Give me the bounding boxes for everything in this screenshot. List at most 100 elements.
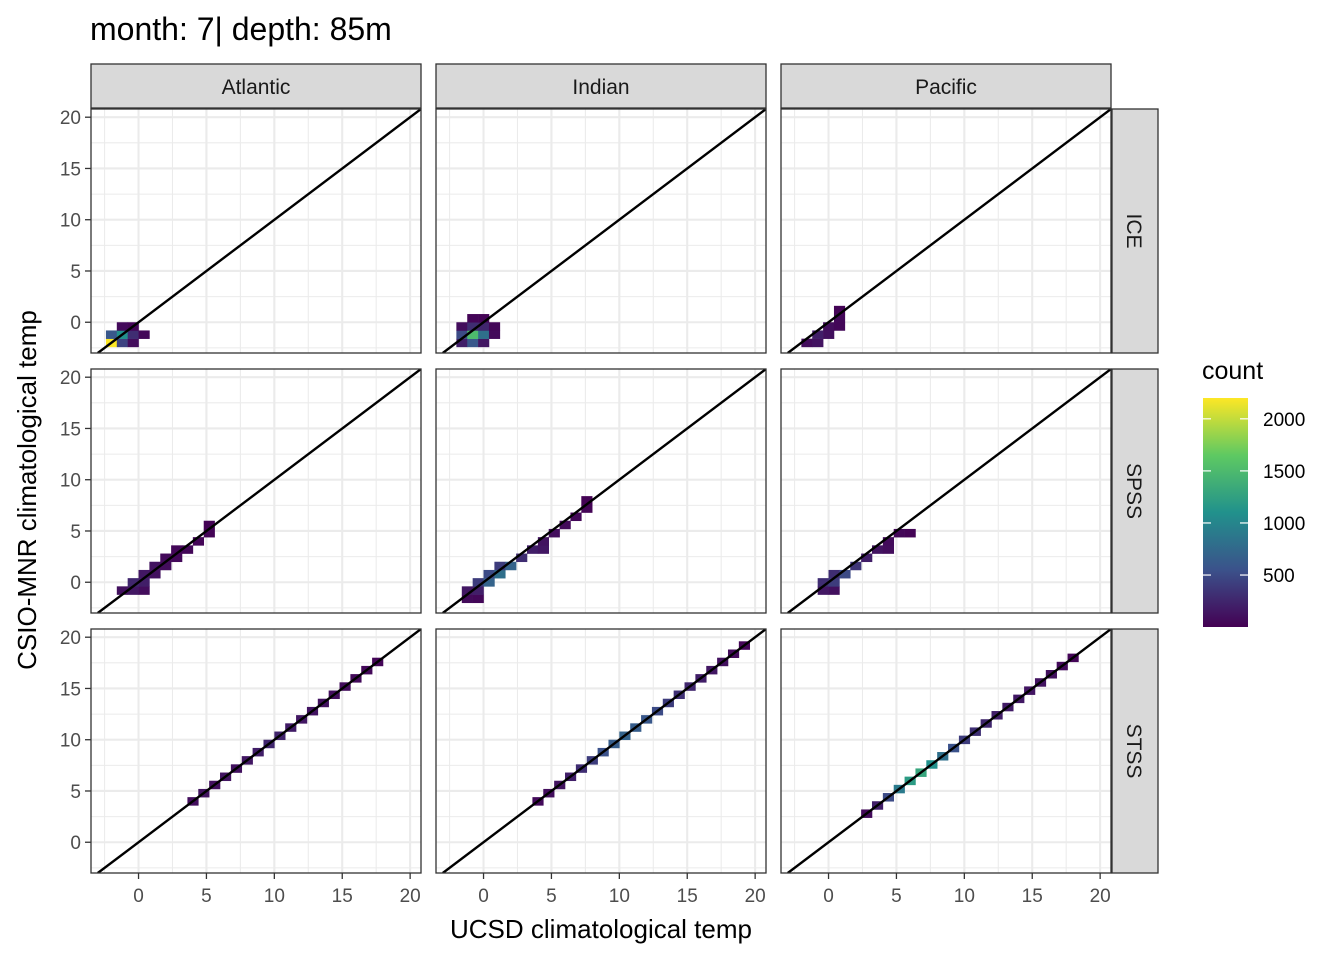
heatmap-bin [494,569,506,579]
strip-background [1111,368,1159,614]
y-tick-label: 20 [60,108,81,129]
y-tick-label: 5 [70,262,81,283]
heatmap-bin [467,314,479,323]
y-tick-label: 0 [70,313,81,334]
heatmap-bin [138,586,150,595]
heatmap-bin [467,338,479,348]
panel-pacific-ice [780,108,1112,354]
x-tick-label: 10 [954,886,975,907]
x-tick-label: 0 [133,886,144,907]
y-tick-label: 0 [70,573,81,594]
strip-ice: ICE [1111,108,1159,354]
heatmap-bin [893,528,905,538]
heatmap-bin [116,338,128,348]
heatmap-bin [149,561,161,571]
strip-label: ICE [1122,213,1145,248]
legend-ticks: 500 1000 1500 2000 [1203,410,1305,587]
heatmap-bin [812,338,824,348]
strip-background [435,63,767,109]
heatmap-bin [833,322,846,331]
heatmap-bin [526,545,539,554]
panel-indian-spss [435,368,767,614]
heatmap-bin [828,578,840,587]
heatmap-bin [861,553,873,563]
panel-border [435,368,767,614]
x-axis-title: UCSD climatological temp [450,914,752,944]
panel-atlantic-spss: 0 5 10 15 20 [60,368,422,614]
heatmap-bin [192,537,205,546]
identity-line [787,629,1111,873]
heatmap-bin [516,553,528,563]
heatmap-bin [472,586,484,595]
strip-label: Indian [572,76,629,99]
heatmap-bin [488,330,501,339]
heatmap-bin [478,338,490,348]
identity-line [787,369,1111,613]
heatmap-bin [505,561,517,571]
y-tick-label: 10 [60,731,81,752]
strip-label: Pacific [915,76,977,99]
heatmap-bins [456,314,501,348]
heatmap-bin [461,586,473,595]
strip-background [90,63,422,109]
x-tick-label: 5 [546,886,557,907]
heatmap-bin [171,545,183,554]
heatmap-bin [839,569,851,579]
y-tick-label: 5 [70,782,81,803]
heatmap-bin [472,594,484,604]
x-tick-label: 0 [823,886,834,907]
heatmap-bin [812,330,824,339]
heatmap-bin [850,561,862,571]
panel-indian-ice [435,108,767,354]
heatmap-bin [138,578,150,587]
heatmap-bin [488,322,501,331]
heatmap-bin [138,569,150,579]
x-tick-label: 5 [891,886,902,907]
x-tick-label: 20 [400,886,421,907]
heatmap-bin [828,586,840,595]
panel-atlantic-stss: 0 5 10 15 20 0 5 10 15 20 [60,628,422,907]
heatmap-bin [570,512,582,522]
heatmap-bin [823,330,835,339]
strip-background [780,63,1112,109]
x-tick-label: 0 [478,886,489,907]
heatmap-bin [537,537,550,546]
x-tick-label: 15 [332,886,353,907]
heatmap-bin [127,578,139,587]
legend-tick-label: 500 [1263,566,1295,587]
heatmap-bin [456,330,468,339]
heatmap-bin [461,594,473,604]
panel-grid: 0 5 10 15 20 0 5 10 15 20 0 5 10 15 20 0 5 10 15 20 0 5 10 15 20… [60,63,1159,907]
heatmap-bin [203,528,215,538]
heatmap-bin [456,322,468,331]
panel-border [780,368,1112,614]
heatmap-bin [483,578,495,587]
heatmap-bin [882,537,895,546]
heatmap-bin [823,322,835,331]
y-tick-label: 5 [70,522,81,543]
y-tick-label: 20 [60,368,81,389]
x-tick-label: 5 [201,886,212,907]
panel-border [780,628,1112,874]
heatmap-bin [801,338,813,348]
x-tick-label: 10 [609,886,630,907]
legend-title: count [1202,357,1263,385]
panel-border [435,628,767,874]
strip-spss: SPSS [1111,368,1159,614]
heatmap-bin [478,322,490,331]
panel-border [90,628,422,874]
heatmap-bin [467,322,479,331]
heatmap-bin [581,496,593,505]
legend-tick-label: 2000 [1263,410,1305,431]
heatmap-bin [559,520,571,530]
heatmap-bins [116,520,215,595]
heatmap-bin [871,545,884,554]
heatmap-bin [548,528,560,538]
identity-line [97,109,421,353]
identity-line [442,629,766,873]
identity-line [97,629,421,873]
heatmap-bin [833,314,846,323]
heatmap-bin [478,330,490,339]
panel-border [435,108,767,354]
identity-line [442,109,766,353]
